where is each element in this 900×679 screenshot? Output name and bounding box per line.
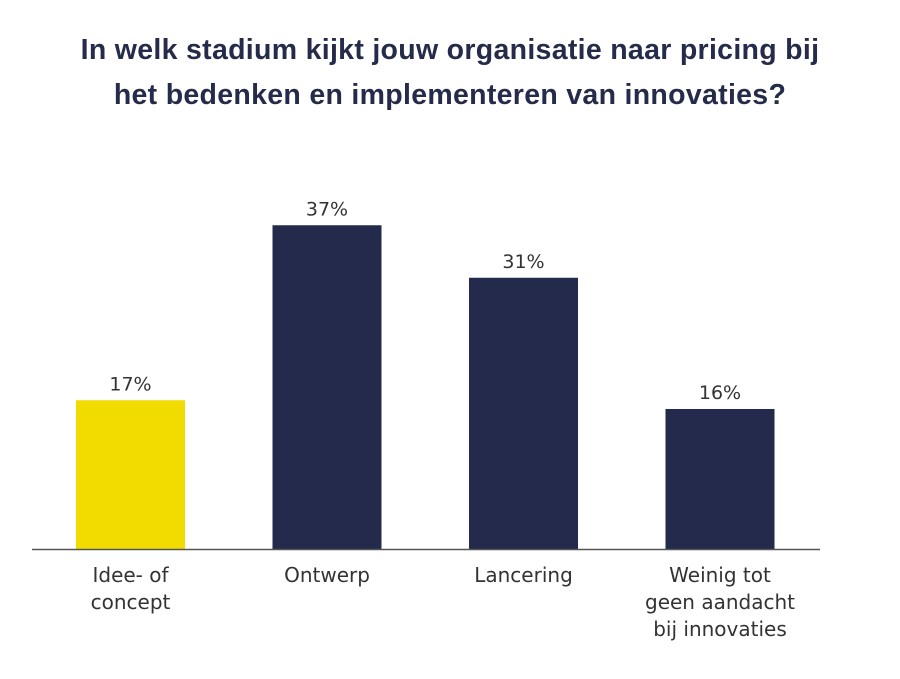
category-label-3: Lancering	[474, 563, 573, 587]
chart-title: In welk stadium kijkt jouw organisatie n…	[0, 28, 900, 118]
chart-title-line-2: het bedenken en implementeren van innova…	[113, 79, 787, 111]
bar-2	[272, 225, 382, 549]
data-label-3: 31%	[502, 251, 544, 273]
data-label-2: 37%	[306, 198, 348, 220]
bar-4	[665, 409, 775, 549]
bar-3	[469, 277, 578, 549]
category-label-2: Ontwerp	[284, 563, 370, 587]
category-label-1: Idee- of	[92, 563, 169, 587]
chart-title-line-1: In welk stadium kijkt jouw organisatie n…	[80, 34, 820, 66]
data-label-1: 17%	[109, 373, 151, 395]
data-label-4: 16%	[699, 382, 741, 404]
category-label-4: geen aandacht	[645, 590, 795, 614]
category-label-1: concept	[91, 590, 171, 614]
category-label-4: Weinig tot	[669, 563, 771, 587]
bar-1	[76, 400, 185, 549]
category-label-4: bij innovaties	[653, 617, 787, 641]
